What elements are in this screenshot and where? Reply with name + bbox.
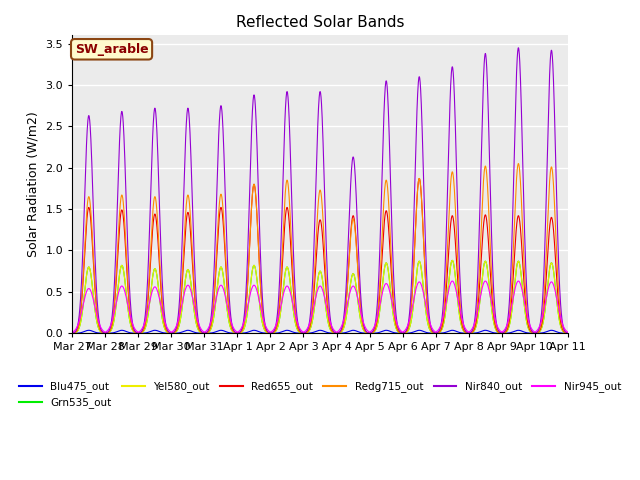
Yel580_out — [534, 330, 542, 336]
Nir840_out — [334, 330, 342, 336]
Grn535_out — [464, 330, 472, 336]
Blu475_out — [334, 330, 342, 336]
Grn535_out — [564, 330, 572, 336]
Red655_out — [68, 330, 76, 336]
Legend: Blu475_out, Grn535_out, Yel580_out, Red655_out, Redg715_out, Nir840_out, Nir945_: Blu475_out, Grn535_out, Yel580_out, Red6… — [15, 377, 625, 412]
Redg715_out — [564, 330, 572, 336]
Red655_out — [334, 330, 342, 336]
Line: Nir840_out: Nir840_out — [72, 48, 568, 333]
Redg715_out — [515, 161, 522, 167]
Nir840_out — [464, 330, 472, 336]
Red655_out — [520, 286, 528, 291]
Line: Grn535_out: Grn535_out — [72, 260, 568, 333]
Redg715_out — [334, 330, 342, 336]
Blu475_out — [345, 329, 353, 335]
Grn535_out — [345, 295, 353, 300]
Nir840_out — [564, 330, 572, 336]
Yel580_out — [345, 295, 353, 300]
Grn535_out — [534, 330, 542, 336]
Red655_out — [207, 324, 214, 330]
Grn535_out — [520, 303, 528, 309]
Grn535_out — [207, 327, 214, 333]
Grn535_out — [449, 257, 456, 263]
Text: SW_arable: SW_arable — [75, 43, 148, 56]
Redg715_out — [520, 265, 528, 271]
Yel580_out — [334, 330, 342, 336]
Red655_out — [464, 330, 472, 336]
Yel580_out — [520, 303, 528, 309]
Redg715_out — [207, 324, 214, 329]
Red655_out — [345, 260, 353, 266]
Nir840_out — [534, 328, 542, 334]
Nir945_out — [207, 320, 214, 326]
Yel580_out — [449, 257, 456, 263]
Line: Nir945_out: Nir945_out — [72, 281, 568, 332]
Nir840_out — [207, 319, 214, 325]
Redg715_out — [534, 329, 542, 335]
Line: Redg715_out: Redg715_out — [72, 164, 568, 333]
Blu475_out — [534, 330, 541, 336]
Nir945_out — [68, 329, 76, 335]
Nir945_out — [345, 295, 353, 301]
Grn535_out — [334, 330, 342, 336]
Redg715_out — [345, 262, 353, 268]
Nir840_out — [520, 221, 528, 227]
Red655_out — [534, 329, 542, 335]
Redg715_out — [464, 330, 472, 336]
Redg715_out — [68, 330, 76, 336]
Blu475_out — [564, 330, 572, 336]
Nir840_out — [333, 330, 340, 336]
Title: Reflected Solar Bands: Reflected Solar Bands — [236, 15, 404, 30]
Y-axis label: Solar Radiation (W/m2): Solar Radiation (W/m2) — [27, 111, 40, 257]
Yel580_out — [207, 327, 214, 333]
Grn535_out — [333, 330, 340, 336]
Blu475_out — [464, 330, 472, 336]
Yel580_out — [464, 330, 472, 336]
Nir945_out — [464, 328, 472, 334]
Yel580_out — [68, 330, 76, 336]
Yel580_out — [333, 330, 340, 336]
Nir840_out — [345, 225, 353, 231]
Blu475_out — [85, 327, 93, 333]
Nir945_out — [520, 298, 528, 303]
Red655_out — [415, 176, 423, 181]
Redg715_out — [333, 330, 340, 336]
Blu475_out — [520, 329, 528, 335]
Red655_out — [300, 330, 307, 336]
Nir945_out — [334, 329, 342, 335]
Line: Blu475_out: Blu475_out — [72, 330, 568, 333]
Nir945_out — [449, 278, 456, 284]
Blu475_out — [207, 330, 214, 336]
Line: Yel580_out: Yel580_out — [72, 260, 568, 333]
Line: Red655_out: Red655_out — [72, 179, 568, 333]
Red655_out — [564, 330, 572, 336]
Blu475_out — [68, 330, 76, 336]
Nir945_out — [564, 329, 572, 335]
Nir945_out — [534, 326, 541, 332]
Nir840_out — [68, 330, 76, 336]
Yel580_out — [564, 330, 572, 336]
Nir840_out — [515, 45, 522, 50]
Grn535_out — [68, 330, 76, 336]
